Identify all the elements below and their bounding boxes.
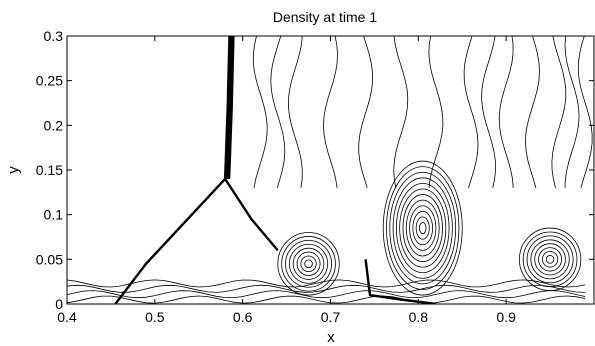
flow-contour-line bbox=[252, 36, 268, 188]
x-tick-label: 0.4 bbox=[57, 309, 77, 325]
y-tick-label: 0 bbox=[55, 296, 63, 312]
vortex-contour bbox=[281, 236, 336, 292]
x-tick-label: 0.7 bbox=[321, 309, 341, 325]
y-tick-label: 0.15 bbox=[36, 162, 63, 178]
flow-contour-line bbox=[358, 36, 374, 189]
vortex-contour bbox=[534, 243, 566, 276]
flow-contour-line bbox=[481, 36, 497, 188]
flow-contour-line bbox=[463, 36, 479, 189]
y-tick-label: 0.05 bbox=[36, 251, 63, 267]
vortex-contour bbox=[412, 210, 434, 246]
flow-contour-line bbox=[393, 36, 409, 188]
x-tick-label: 0.9 bbox=[496, 309, 516, 325]
flow-contour-line bbox=[428, 36, 444, 188]
y-tick-label: 0.3 bbox=[44, 28, 64, 44]
vortex-contour bbox=[530, 239, 570, 280]
floor-contour-line bbox=[67, 290, 586, 299]
incident-shock-line bbox=[114, 178, 226, 304]
x-axis-ticks: 0.4 0.5 0.6 0.7 0.8 0.9 bbox=[57, 36, 516, 325]
mach-stem-line bbox=[226, 36, 234, 179]
vortex-contour bbox=[392, 177, 453, 279]
y-tick-label: 0.2 bbox=[44, 117, 64, 133]
mach-stem-line bbox=[225, 36, 232, 179]
vortex-contour bbox=[395, 182, 450, 274]
vortex-contour bbox=[419, 222, 427, 235]
vortex-contour bbox=[518, 227, 582, 292]
vortex-contour bbox=[304, 259, 313, 269]
vortex-contour bbox=[405, 199, 440, 257]
vortex-contour bbox=[541, 251, 559, 268]
flow-contour-line bbox=[577, 36, 593, 189]
vortex-contour bbox=[399, 188, 447, 268]
vortex-contour bbox=[402, 194, 443, 262]
flow-contour-line bbox=[270, 36, 286, 189]
vortex-contour bbox=[415, 216, 430, 240]
flow-contour-line bbox=[551, 36, 567, 188]
vortex-contour bbox=[300, 255, 317, 273]
vortex-contour bbox=[538, 247, 563, 272]
vortex-contour bbox=[526, 235, 574, 284]
flow-contour-line bbox=[498, 36, 514, 188]
slip-line bbox=[364, 259, 437, 304]
flow-contour-line bbox=[564, 36, 580, 188]
reflected-shock-line bbox=[224, 178, 279, 252]
flow-contour-line bbox=[288, 36, 303, 188]
chart-title: Density at time 1 bbox=[273, 9, 377, 25]
flow-contour-line bbox=[323, 36, 338, 188]
vortex-contour bbox=[382, 160, 463, 296]
vortex-contour bbox=[292, 247, 325, 280]
y-axis-label: y bbox=[5, 166, 22, 174]
x-tick-label: 0.5 bbox=[145, 309, 165, 325]
vortex-contour bbox=[288, 243, 329, 284]
vortex-contour bbox=[296, 251, 321, 276]
flow-contour-line bbox=[525, 36, 540, 189]
vortex-contour bbox=[277, 232, 340, 296]
vortex-contour bbox=[285, 239, 332, 288]
vortex-contour bbox=[409, 205, 437, 251]
floor-contour-line bbox=[67, 279, 586, 288]
mach-stem-line bbox=[227, 36, 235, 179]
contour-lines bbox=[67, 36, 593, 304]
vortex-contour bbox=[389, 171, 457, 285]
floor-contour-line bbox=[67, 284, 586, 293]
y-tick-label: 0.1 bbox=[44, 207, 64, 223]
x-tick-label: 0.6 bbox=[233, 309, 253, 325]
x-tick-label: 0.8 bbox=[409, 309, 429, 325]
y-tick-label: 0.25 bbox=[36, 73, 63, 89]
x-axis-label: x bbox=[327, 329, 335, 346]
y-axis-ticks: 0 0.05 0.1 0.15 0.2 0.25 0.3 bbox=[36, 28, 594, 312]
floor-contour-line bbox=[67, 295, 586, 304]
vortex-contour bbox=[545, 255, 555, 264]
mach-stem-line bbox=[223, 36, 231, 179]
vortex-contour bbox=[386, 166, 460, 290]
